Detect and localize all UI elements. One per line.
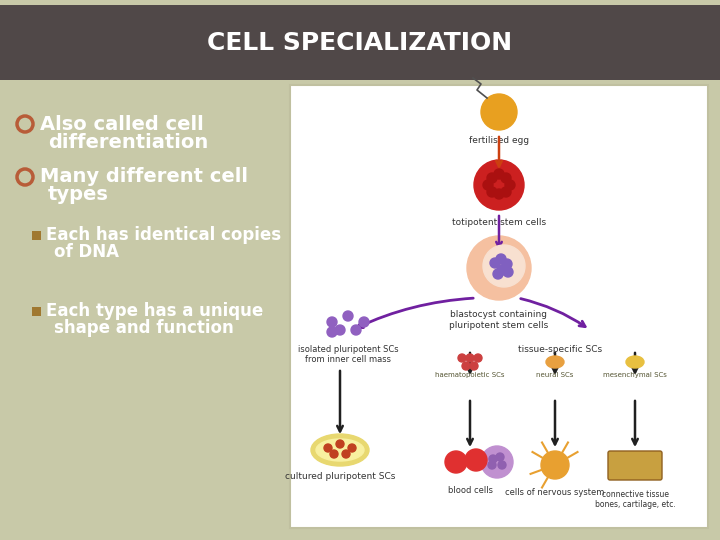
- Text: neural SCs: neural SCs: [536, 372, 574, 378]
- Text: Each type has a unique: Each type has a unique: [46, 302, 264, 320]
- Circle shape: [481, 94, 517, 130]
- Ellipse shape: [546, 356, 564, 368]
- Text: connective tissue
bones, cartilage, etc.: connective tissue bones, cartilage, etc.: [595, 490, 675, 509]
- Circle shape: [330, 450, 338, 458]
- Circle shape: [466, 354, 474, 362]
- Circle shape: [348, 444, 356, 452]
- Circle shape: [458, 354, 466, 362]
- Circle shape: [494, 169, 504, 179]
- Circle shape: [487, 173, 497, 183]
- FancyBboxPatch shape: [608, 451, 662, 480]
- Text: totipotent stem cells: totipotent stem cells: [452, 218, 546, 227]
- Circle shape: [497, 265, 507, 275]
- Circle shape: [465, 449, 487, 471]
- Ellipse shape: [311, 434, 369, 466]
- Circle shape: [470, 362, 478, 370]
- Circle shape: [496, 254, 506, 264]
- Text: blastocyst containing
pluripotent stem cells: blastocyst containing pluripotent stem c…: [449, 310, 549, 330]
- Circle shape: [489, 455, 497, 463]
- Circle shape: [498, 461, 506, 469]
- Text: cells of nervous system: cells of nervous system: [505, 488, 605, 497]
- Ellipse shape: [626, 356, 644, 368]
- Circle shape: [351, 325, 361, 335]
- Circle shape: [342, 450, 350, 458]
- Circle shape: [462, 362, 470, 370]
- Circle shape: [481, 446, 513, 478]
- Bar: [32, 307, 41, 316]
- Text: mesenchymal SCs: mesenchymal SCs: [603, 372, 667, 378]
- Text: Each has identical copies: Each has identical copies: [46, 226, 281, 244]
- Circle shape: [474, 160, 524, 210]
- Circle shape: [541, 451, 569, 479]
- Text: fertilised egg: fertilised egg: [469, 136, 529, 145]
- Text: types: types: [48, 186, 109, 205]
- FancyBboxPatch shape: [0, 5, 720, 80]
- Text: shape and function: shape and function: [54, 319, 234, 337]
- Text: Many different cell: Many different cell: [40, 167, 248, 186]
- Circle shape: [467, 236, 531, 300]
- Circle shape: [488, 461, 496, 469]
- Circle shape: [501, 173, 511, 183]
- Circle shape: [336, 440, 344, 448]
- Text: haematopoietic SCs: haematopoietic SCs: [436, 372, 505, 378]
- Text: tissue-specific SCs: tissue-specific SCs: [518, 345, 602, 354]
- Circle shape: [493, 269, 503, 279]
- Circle shape: [327, 317, 337, 327]
- Text: CELL SPECIALIZATION: CELL SPECIALIZATION: [207, 30, 513, 55]
- Circle shape: [343, 311, 353, 321]
- Circle shape: [335, 325, 345, 335]
- Circle shape: [445, 451, 467, 473]
- FancyBboxPatch shape: [290, 85, 708, 528]
- Text: of DNA: of DNA: [54, 243, 119, 261]
- Circle shape: [483, 245, 525, 287]
- Circle shape: [505, 180, 515, 190]
- Ellipse shape: [316, 439, 364, 461]
- Bar: [32, 231, 41, 240]
- Circle shape: [490, 258, 500, 268]
- Circle shape: [496, 453, 504, 461]
- Text: isolated pluripotent SCs
from inner cell mass: isolated pluripotent SCs from inner cell…: [297, 345, 398, 364]
- Circle shape: [327, 327, 337, 337]
- Circle shape: [503, 267, 513, 277]
- Circle shape: [359, 317, 369, 327]
- Circle shape: [502, 259, 512, 269]
- Text: blood cells: blood cells: [448, 486, 492, 495]
- Circle shape: [501, 187, 511, 197]
- Circle shape: [487, 187, 497, 197]
- Text: Also called cell: Also called cell: [40, 114, 204, 133]
- Text: differentiation: differentiation: [48, 132, 208, 152]
- Circle shape: [494, 189, 504, 199]
- Circle shape: [474, 354, 482, 362]
- Circle shape: [483, 180, 493, 190]
- Text: cultured pluripotent SCs: cultured pluripotent SCs: [285, 472, 395, 481]
- Circle shape: [324, 444, 332, 452]
